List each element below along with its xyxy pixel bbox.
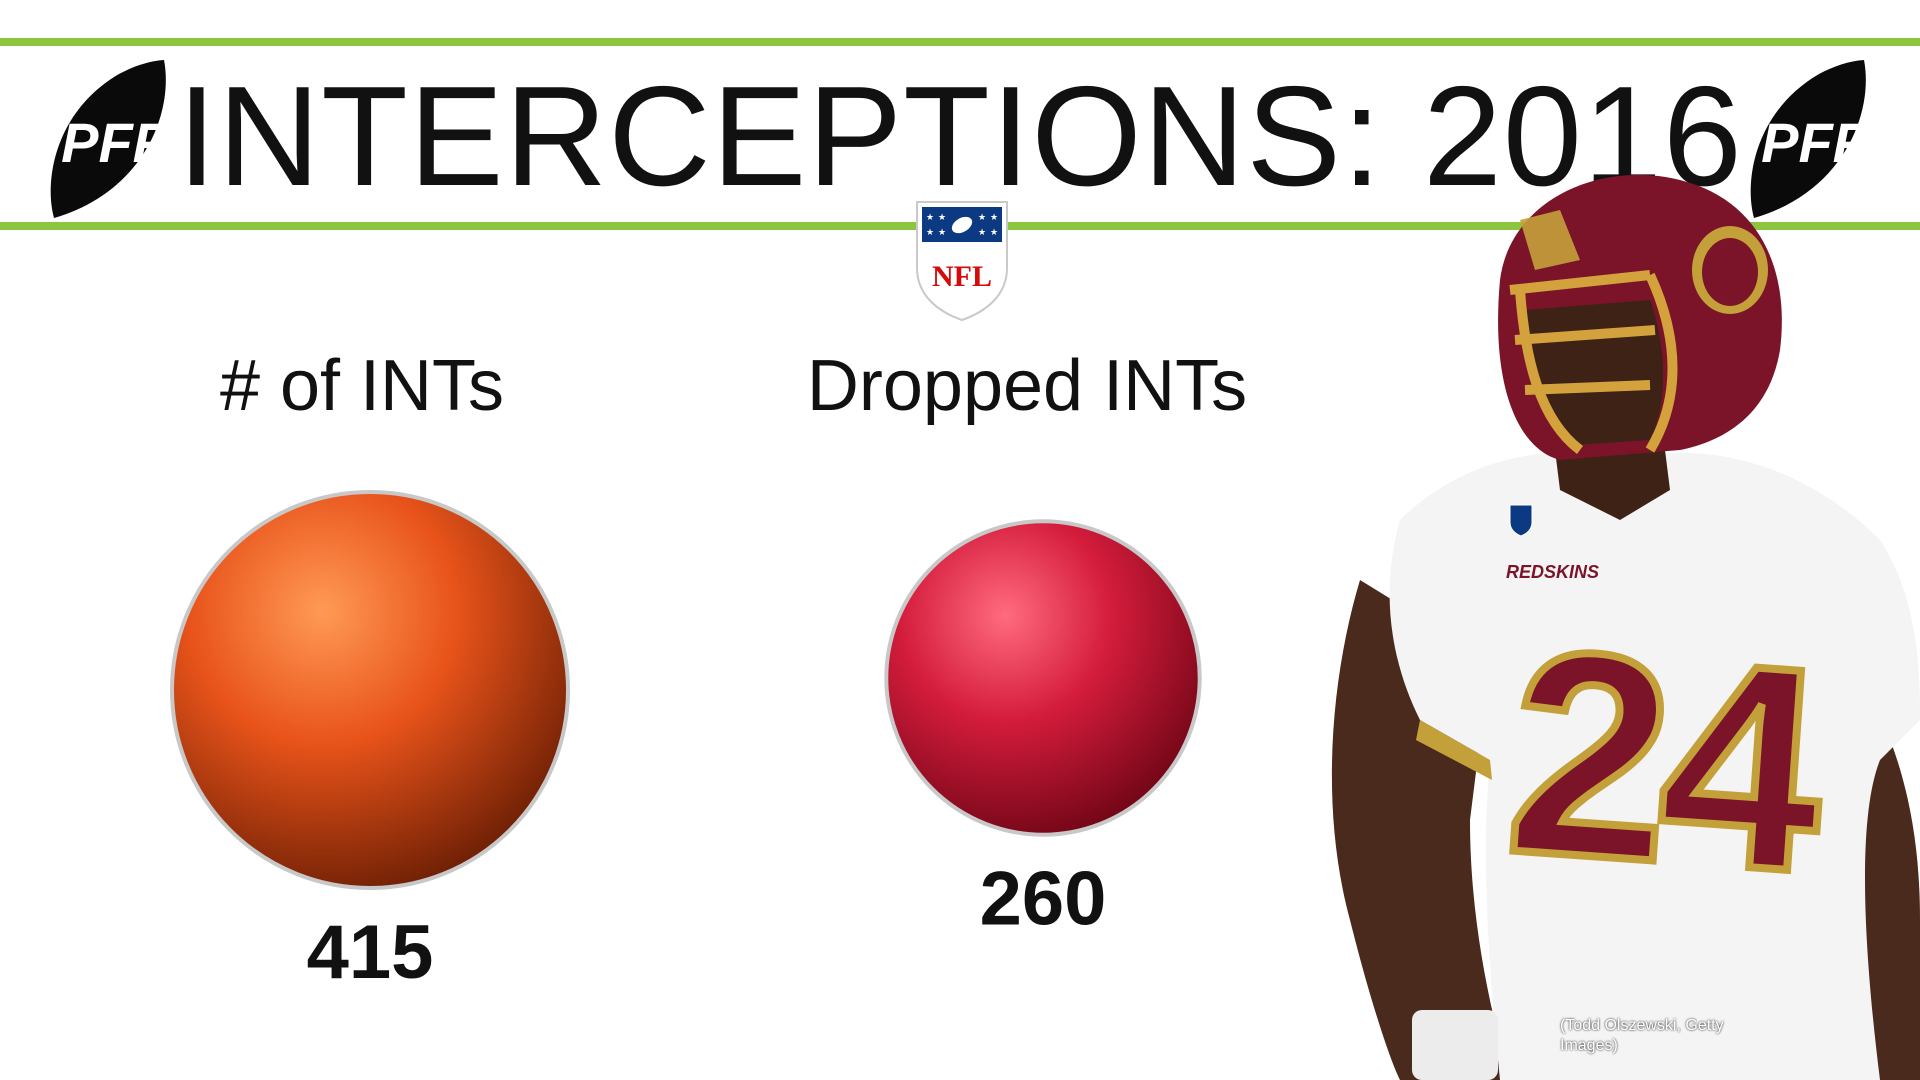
svg-text:★: ★ bbox=[938, 213, 946, 223]
player-photo: REDSKINS 24 bbox=[1331, 174, 1920, 1080]
series-label-dropped: Dropped INTs bbox=[807, 346, 1247, 426]
svg-text:PFF: PFF bbox=[61, 111, 169, 174]
value-label-dropped: 260 bbox=[980, 857, 1107, 942]
photo-credit: (Todd Olszewski, Getty Images) bbox=[1560, 1017, 1724, 1054]
bubble-chart: # of INTs Dropped INTs 415 260 bbox=[170, 346, 1247, 995]
pff-logo-right: PFF bbox=[1750, 60, 1869, 218]
svg-text:★: ★ bbox=[926, 213, 934, 223]
bubble-ints bbox=[170, 490, 570, 890]
header-top-rule bbox=[0, 38, 1920, 46]
jersey-wordmark: REDSKINS bbox=[1506, 562, 1599, 582]
pff-logo-left: PFF bbox=[50, 60, 169, 218]
svg-text:NFL: NFL bbox=[932, 260, 992, 293]
svg-text:★: ★ bbox=[990, 228, 998, 238]
value-label-ints: 415 bbox=[307, 910, 434, 995]
nfl-shield-logo: ★ ★ ★ ★ ★ ★ ★ ★ NFL bbox=[916, 201, 1008, 322]
jersey-number: 24 bbox=[1499, 589, 1835, 934]
bubble-dropped bbox=[884, 519, 1202, 837]
svg-text:★: ★ bbox=[978, 213, 986, 223]
page-title: INTERCEPTIONS: 2016 bbox=[177, 57, 1743, 216]
svg-text:★: ★ bbox=[978, 228, 986, 238]
svg-text:★: ★ bbox=[990, 213, 998, 223]
svg-text:★: ★ bbox=[926, 228, 934, 238]
series-label-ints: # of INTs bbox=[220, 346, 504, 426]
svg-text:PFF: PFF bbox=[1761, 111, 1869, 174]
svg-text:★: ★ bbox=[938, 228, 946, 238]
